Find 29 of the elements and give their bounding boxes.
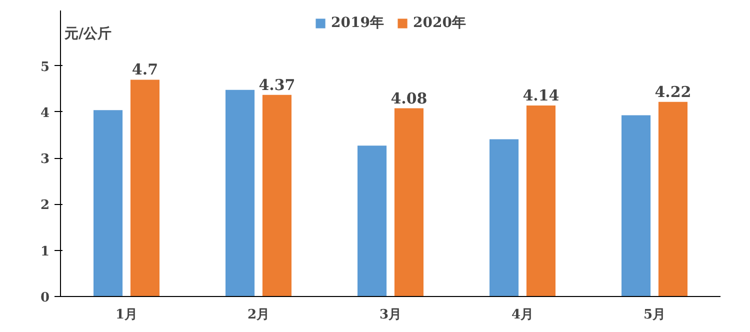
bar [130,80,160,296]
bar [226,90,255,296]
bar [622,115,651,296]
y-tick-label: 1 [40,244,50,260]
y-tick-label: 3 [40,152,50,168]
data-label: 4.22 [654,82,692,101]
data-label: 4.7 [132,60,158,79]
data-label: 4.14 [522,86,560,105]
y-tick-label: 5 [40,60,50,75]
x-tick-label: 2月 [247,308,270,322]
legend-label: 2020年 [413,14,466,32]
bar [358,146,387,296]
y-tick-label: 4 [40,106,50,121]
y-axis-title: 元/公斤 [64,24,112,42]
bar [658,102,688,296]
legend-label: 2019年 [331,14,384,32]
data-label: 4.37 [258,76,296,94]
bar [526,106,556,296]
x-tick-label: 4月 [511,308,534,322]
data-label: 4.08 [390,89,428,108]
bar [490,139,519,296]
x-tick-label: 3月 [379,308,402,322]
y-tick-label: 2 [40,198,50,214]
bar [262,94,292,296]
bar [394,108,424,296]
bar [94,110,123,296]
y-tick-label: 0 [40,290,50,306]
x-tick-label: 1月 [115,308,138,322]
x-tick-label: 5月 [643,308,666,322]
